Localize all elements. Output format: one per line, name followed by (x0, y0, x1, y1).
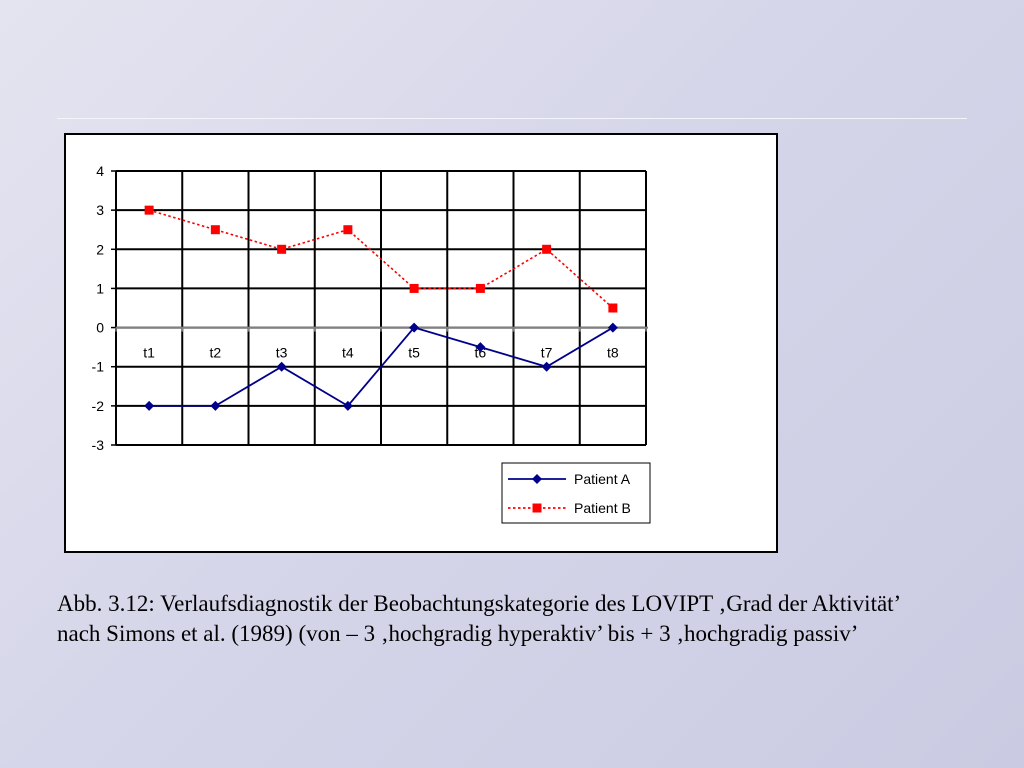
point-1-t3 (277, 244, 287, 254)
x-tick-label-t6: t6 (475, 345, 487, 361)
divider-line (57, 118, 967, 119)
y-tick-label-0: 0 (96, 320, 104, 336)
line-chart: 4 3 2 1 0 -1 -2 -3 t1 t2 t3 t4 t5 t6 t7 t8 Patient A Pati… (92, 163, 651, 524)
x-tick-label-t7: t7 (541, 345, 553, 361)
legend-marker-1 (532, 503, 542, 513)
figure-caption: Abb. 3.12: Verlaufsdiagnostik der Beobac… (57, 589, 1017, 649)
point-1-t6 (475, 283, 485, 293)
legend-box (501, 462, 651, 524)
y-tick-label-3: 3 (96, 202, 104, 218)
x-tick-label-t3: t3 (276, 345, 288, 361)
y-tick-label-2: 2 (96, 241, 104, 257)
caption-line-2: nach Simons et al. (1989) (von – 3 ‚hoch… (57, 621, 859, 646)
point-0-t2 (210, 400, 221, 411)
point-0-t3 (276, 361, 287, 372)
y-tick-label-4: 4 (96, 163, 104, 179)
point-0-t5 (409, 322, 420, 333)
point-0-t6 (475, 342, 486, 353)
point-1-t4 (343, 225, 353, 235)
x-tick-label-t8: t8 (607, 345, 619, 361)
point-0-t7 (541, 361, 552, 372)
point-0-t8 (607, 322, 618, 333)
series-line-1 (148, 209, 614, 309)
point-0-t1 (144, 400, 155, 411)
y-tick-label-1: 1 (96, 280, 104, 296)
point-1-t7 (542, 244, 552, 254)
legend-label-0: Patient A (574, 471, 631, 487)
y-tick-label--2: -2 (92, 398, 105, 414)
x-tick-label-t4: t4 (342, 345, 354, 361)
point-1-t1 (144, 205, 154, 215)
point-1-t2 (210, 225, 220, 235)
x-tick-label-t1: t1 (143, 345, 155, 361)
chart-frame: 4 3 2 1 0 -1 -2 -3 t1 t2 t3 t4 t5 t6 t7 t8 Patient A Pati… (64, 133, 778, 553)
y-tick-label--1: -1 (92, 359, 105, 375)
x-tick-label-t2: t2 (210, 345, 222, 361)
caption-line-1: Abb. 3.12: Verlaufsdiagnostik der Beobac… (57, 591, 902, 616)
legend-marker-0 (532, 474, 542, 484)
legend-label-1: Patient B (574, 500, 631, 516)
point-1-t5 (409, 283, 419, 293)
x-tick-label-t5: t5 (408, 345, 420, 361)
point-1-t8 (608, 303, 618, 313)
series-line-0 (149, 326, 614, 408)
point-0-t4 (342, 400, 353, 411)
y-tick-label--3: -3 (92, 437, 105, 453)
